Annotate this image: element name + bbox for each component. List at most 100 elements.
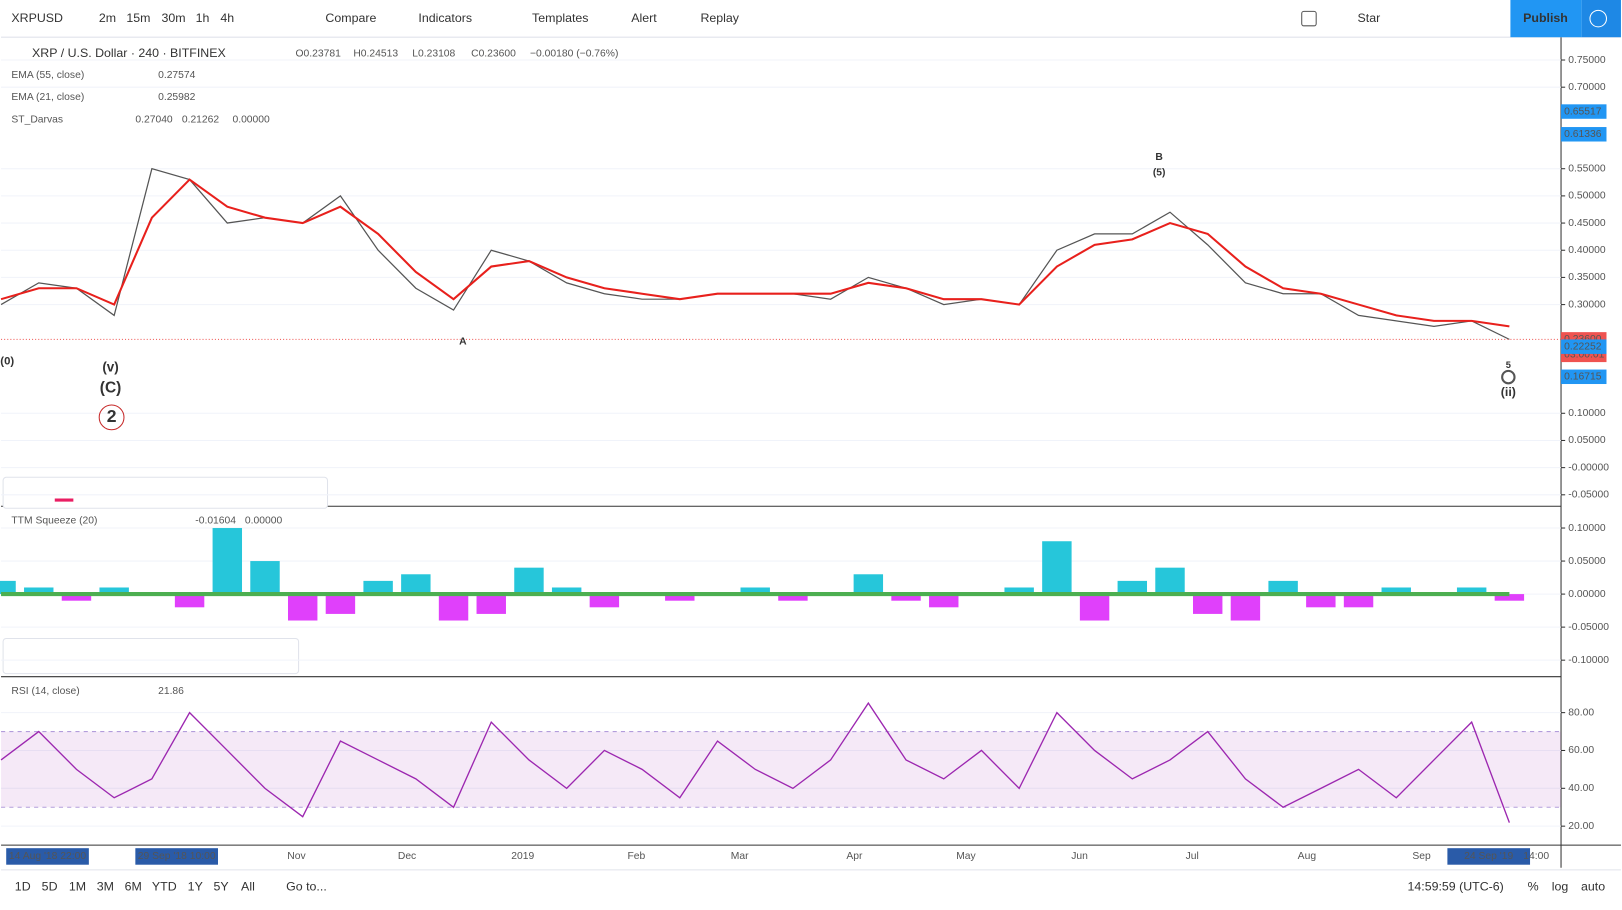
y-tick-label: 0.05000 [1568, 435, 1606, 446]
histogram-bar [551, 587, 582, 595]
price-label: 0.61336 [1564, 129, 1602, 140]
time-label: Nov [287, 851, 306, 862]
range-button[interactable]: 1M [69, 880, 86, 894]
y-tick-label: 0.50000 [1568, 191, 1606, 202]
histogram-bar [325, 594, 356, 614]
range-button[interactable]: 3M [97, 880, 114, 894]
y-tick-label: 0.75000 [1568, 55, 1606, 66]
y-tick-label: -0.10000 [1568, 655, 1609, 666]
symbol-search[interactable]: XRPUSD [11, 11, 63, 25]
histogram-bar [778, 594, 808, 601]
y-tick-label: 0.70000 [1568, 82, 1606, 93]
interval-button[interactable]: 15m [126, 11, 150, 25]
histogram-bar [61, 594, 92, 601]
time-label: Jul [1186, 851, 1199, 862]
change-value: −0.00180 (−0.76%) [530, 48, 618, 59]
publish-label[interactable]: Publish [1523, 11, 1568, 25]
histogram-bar [0, 580, 16, 595]
ohlc-value: C0.23600 [471, 48, 516, 59]
histogram-bar [1306, 594, 1336, 608]
range-button[interactable]: 1Y [188, 880, 203, 894]
indicator-legend[interactable]: RSI (14, close) [11, 686, 79, 697]
y-tick-label: 0.30000 [1568, 299, 1606, 310]
histogram-bar [401, 574, 431, 595]
wave-label: (C) [100, 380, 122, 397]
time-label: Jun [1071, 851, 1088, 862]
indicator-value: 0.27574 [158, 70, 196, 81]
indicator-legend[interactable]: EMA (21, close) [11, 92, 84, 103]
wave-circle [1501, 369, 1516, 385]
interval-button[interactable]: 1h [196, 11, 210, 25]
y-tick-label: 0.55000 [1568, 163, 1606, 174]
histogram-bar [891, 594, 921, 601]
time-label-box [1447, 848, 1531, 865]
histogram-bar [1268, 580, 1298, 595]
histogram-bar [1381, 587, 1411, 595]
indicator-value: 0.27040 [135, 115, 173, 126]
y-tick-label: 0.05000 [1568, 556, 1606, 567]
layout-icon[interactable] [1301, 10, 1317, 27]
plots [0, 59, 1566, 827]
toolbar-button[interactable]: Compare [325, 11, 376, 25]
range-button[interactable]: 5D [42, 880, 58, 894]
toolbar-button[interactable]: Indicators [418, 11, 472, 25]
streams-button[interactable] [1581, 0, 1621, 38]
range-button[interactable]: 1D [15, 880, 31, 894]
histogram-bar [929, 594, 959, 608]
histogram-bar [1004, 587, 1034, 595]
histogram-bar [212, 528, 243, 595]
y-tick-label: 0.00000 [1568, 589, 1606, 600]
indicator-legend[interactable]: EMA (55, close) [11, 70, 84, 81]
wave-label: 2 [107, 406, 117, 426]
price-label-box [1561, 104, 1607, 119]
histogram-bar [1117, 580, 1148, 595]
wave-label: (5) [1153, 167, 1166, 178]
indicator-legend[interactable]: ST_Darvas [11, 115, 63, 126]
histogram-bar [99, 587, 129, 595]
range-button[interactable]: 6M [125, 880, 142, 894]
time-label-box [6, 848, 89, 865]
time-label: 14 Aug '18 22:00 [9, 851, 86, 862]
time-label: 24 Sep '19 [1464, 851, 1513, 862]
wave-label: A [459, 337, 467, 348]
interval-button[interactable]: 4h [220, 11, 234, 25]
price-label: 0.16715 [1564, 372, 1602, 383]
time-label: 2019 [511, 851, 534, 862]
range-button[interactable]: 5Y [214, 880, 229, 894]
time-label: May [956, 851, 976, 862]
time-label: Feb [628, 851, 646, 862]
symbol-legend: XRP / U.S. Dollar · 240 · BITFINEX [32, 46, 226, 60]
y-tick-label: 20.00 [1568, 821, 1594, 832]
scale-option[interactable]: auto [1581, 880, 1605, 894]
toolbar-button[interactable]: Replay [700, 11, 739, 25]
y-tick-label: 0.40000 [1568, 245, 1606, 256]
ohlc-value: H0.24513 [353, 48, 398, 59]
time-label: Aug [1298, 851, 1317, 862]
star-button[interactable]: Star [1358, 11, 1381, 25]
toolbar-button[interactable]: Alert [631, 11, 657, 25]
time-label: 29 Sep '18 10:00 [138, 851, 216, 862]
price-label: 0.65517 [1564, 106, 1602, 117]
y-tick-label: 0.35000 [1568, 272, 1606, 283]
goto-button[interactable]: Go to... [286, 880, 327, 894]
indicator-legend[interactable]: TTM Squeeze (20) [11, 515, 97, 526]
toolbar-button[interactable]: Templates [532, 11, 588, 25]
interval-button[interactable]: 30m [162, 11, 186, 25]
publish-button[interactable] [1510, 0, 1582, 38]
histogram-bar [1155, 567, 1185, 595]
scale-option[interactable]: % [1528, 880, 1539, 894]
range-button[interactable]: All [241, 880, 255, 894]
indicator-value: -0.01604 [195, 515, 236, 526]
price-label-box [1561, 127, 1607, 142]
histogram-bar [363, 580, 393, 595]
range-button[interactable]: YTD [152, 880, 177, 894]
y-tick-label: 0.10000 [1568, 408, 1606, 419]
histogram-bar [476, 594, 506, 614]
histogram-bar [665, 594, 695, 601]
wave-label: (v) [102, 359, 118, 374]
scale-option[interactable]: log [1552, 880, 1569, 894]
y-tick-label: 60.00 [1568, 745, 1594, 756]
series-line [0, 701, 1511, 823]
interval-button[interactable]: 2m [99, 11, 116, 25]
